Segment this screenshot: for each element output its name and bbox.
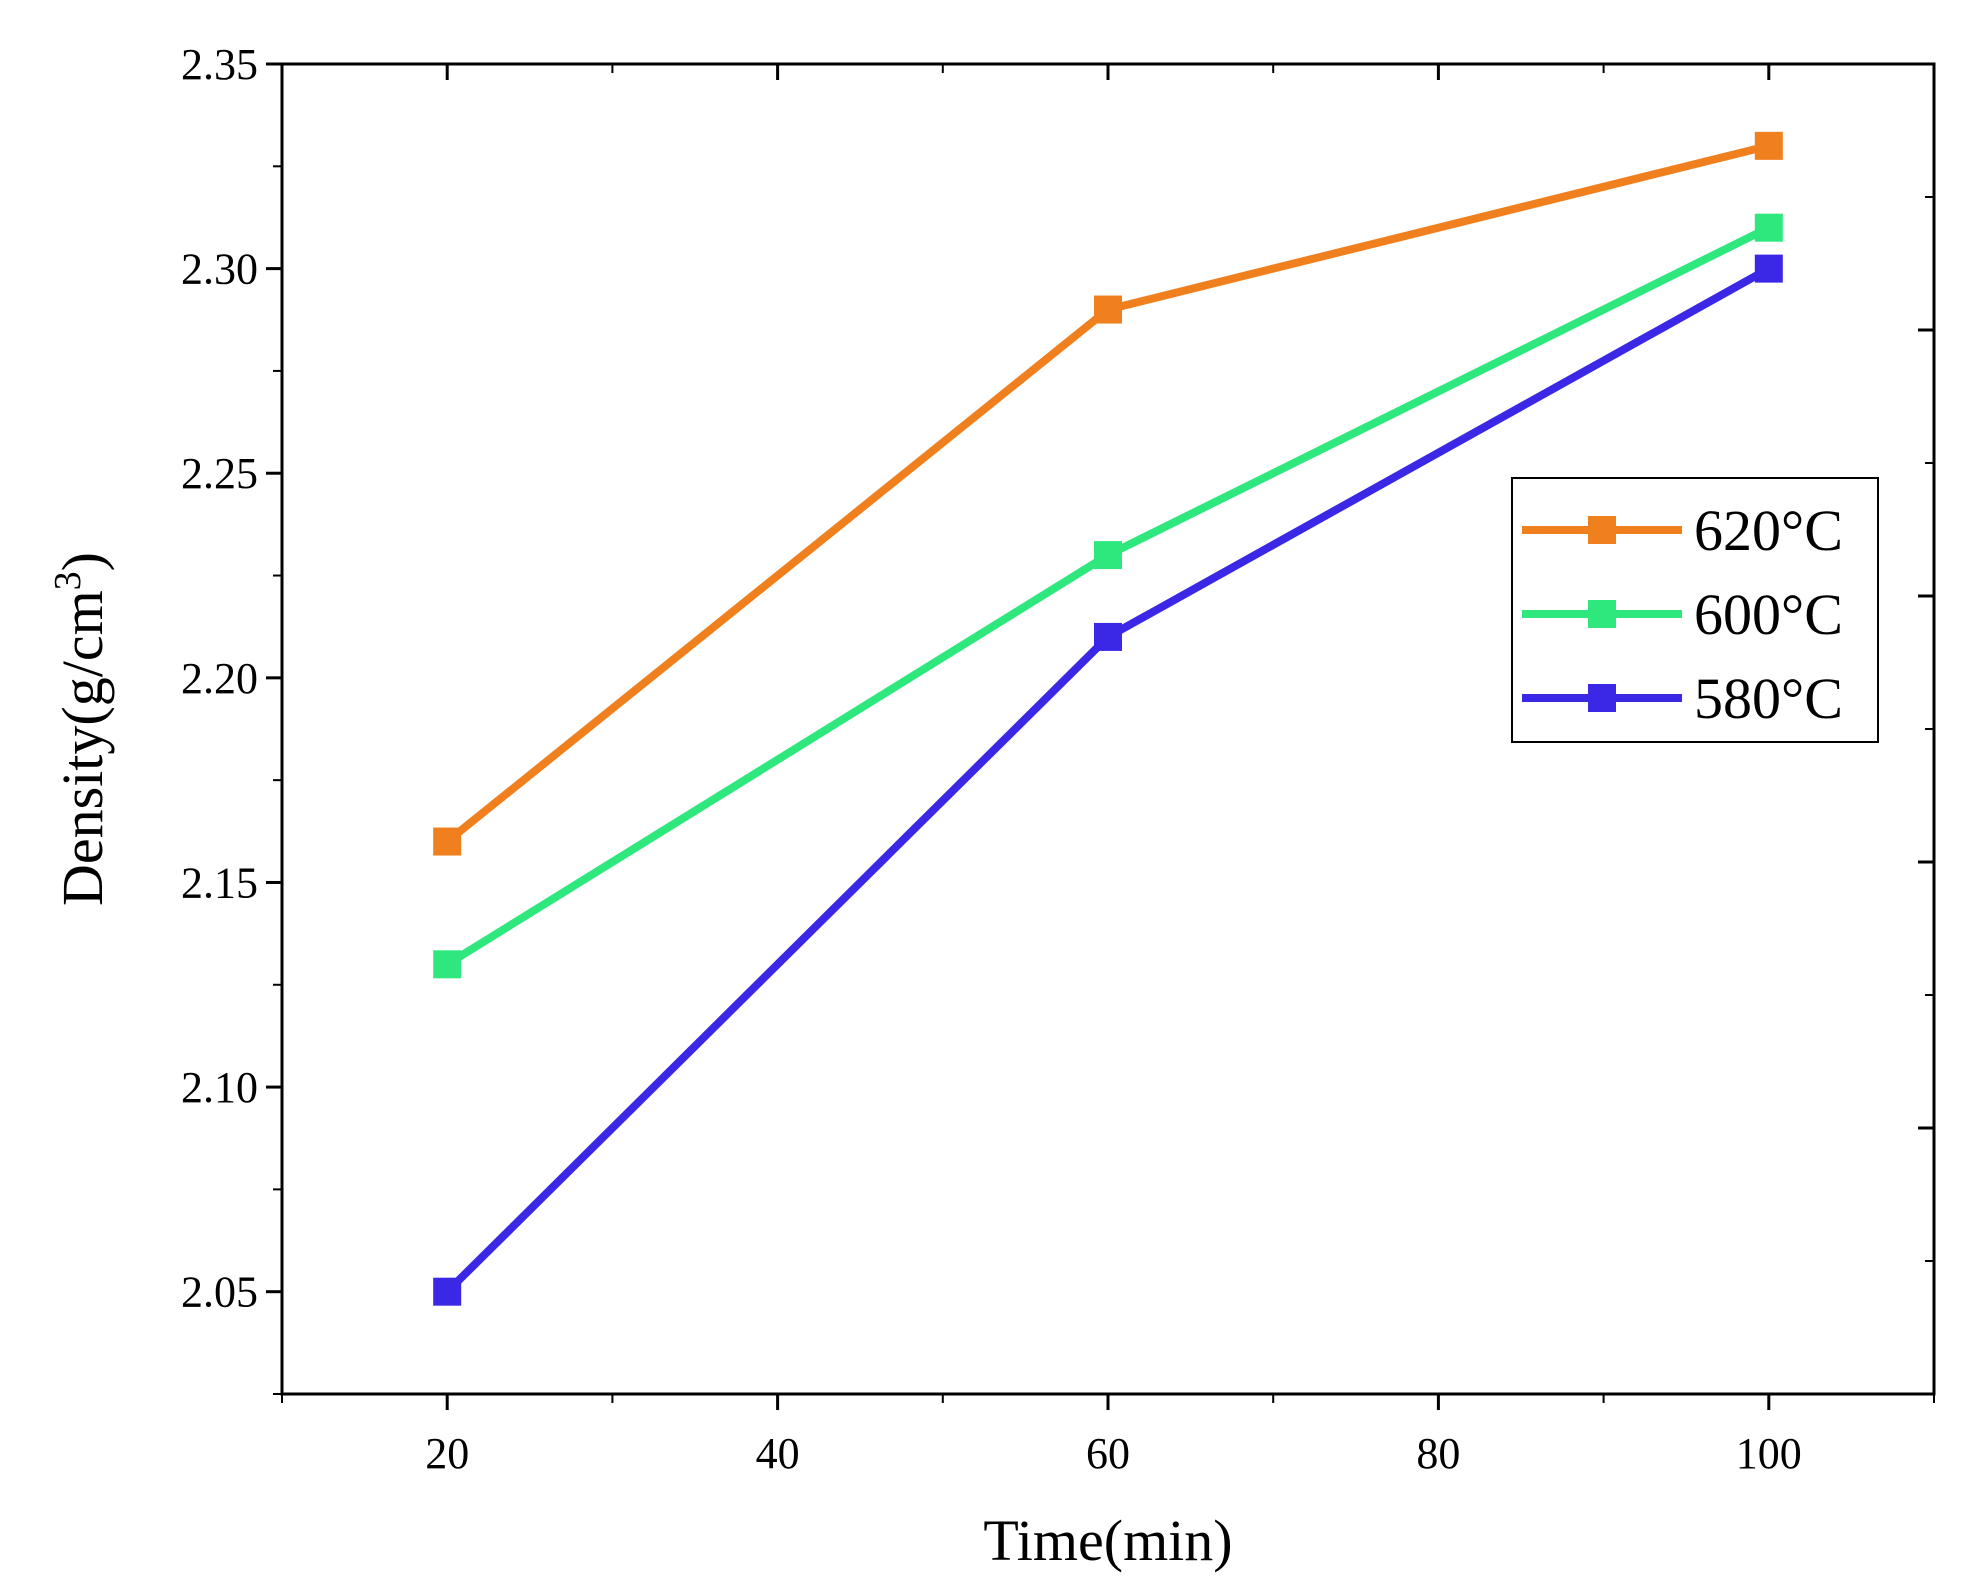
legend-label: 620°C [1694, 498, 1843, 563]
data-point-marker [433, 1277, 462, 1306]
legend-label: 600°C [1694, 582, 1843, 647]
y-tick-label: 2.10 [181, 1063, 258, 1112]
data-point-marker [1094, 295, 1122, 324]
y-tick-label: 2.25 [181, 449, 258, 498]
data-point-marker [1094, 622, 1122, 651]
data-point-marker [433, 827, 462, 856]
y-tick-label: 2.20 [181, 654, 258, 703]
legend-label: 580°C [1694, 666, 1843, 731]
x-tick-label: 40 [756, 1429, 800, 1478]
data-point-marker [1754, 131, 1783, 160]
data-point-marker [1094, 541, 1122, 570]
legend-swatch-marker [1588, 516, 1616, 544]
data-point-marker [1754, 254, 1783, 283]
x-tick-label: 80 [1416, 1429, 1460, 1478]
data-point-marker [433, 950, 462, 979]
y-axis-title-close: ) [50, 552, 115, 571]
legend-swatch-marker [1588, 600, 1616, 628]
legend-swatch-marker [1588, 684, 1616, 712]
x-tick-label: 20 [425, 1429, 469, 1478]
x-tick-label: 60 [1086, 1429, 1130, 1478]
x-axis-title: Time(min) [983, 1508, 1232, 1573]
y-tick-label: 2.15 [181, 858, 258, 907]
y-tick-label: 2.30 [181, 245, 258, 294]
y-axis-title-superscript: 3 [47, 571, 89, 590]
y-tick-label: 2.05 [181, 1268, 258, 1317]
y-axis-title: Density(g/cm3) [47, 552, 115, 906]
x-tick-label: 100 [1736, 1429, 1802, 1478]
data-point-marker [1754, 213, 1783, 242]
legend: 620°C 600°C 580°C [1511, 477, 1879, 743]
y-tick-label: 2.35 [181, 40, 258, 89]
y-axis-title-main: Density(g/cm [50, 590, 115, 906]
